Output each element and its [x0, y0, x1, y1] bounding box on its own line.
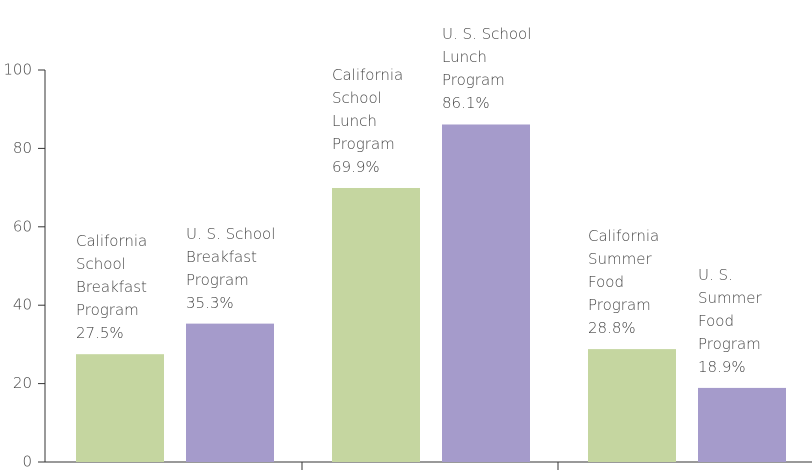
y-tick-label: 60 — [13, 217, 32, 235]
value-label: 27.5% — [76, 324, 124, 343]
bar — [332, 187, 420, 462]
y-tick-label: 0 — [22, 453, 32, 471]
value-label: 35.3% — [186, 293, 234, 312]
bar — [186, 323, 274, 462]
bar — [442, 124, 530, 462]
y-tick-label: 20 — [13, 374, 32, 392]
category-label: U. S. School Breakfast Program — [186, 224, 276, 289]
value-label: 18.9% — [698, 357, 746, 376]
category-label: California School Lunch Program — [332, 65, 404, 153]
y-tick-label: 80 — [13, 139, 32, 157]
y-tick-label: 40 — [13, 296, 32, 314]
value-label: 28.8% — [588, 319, 636, 338]
category-label: California Summer Food Program — [588, 227, 660, 315]
bar — [588, 349, 676, 462]
bar — [698, 387, 786, 462]
category-label: U. S. School Lunch Program — [442, 25, 532, 90]
bar — [76, 354, 164, 462]
category-label: U. S. Summer Food Program — [698, 265, 762, 353]
value-label: 69.9% — [332, 157, 380, 176]
category-label: California School Breakfast Program — [76, 232, 148, 320]
y-tick-label: 100 — [3, 61, 32, 79]
value-label: 86.1% — [442, 94, 490, 113]
